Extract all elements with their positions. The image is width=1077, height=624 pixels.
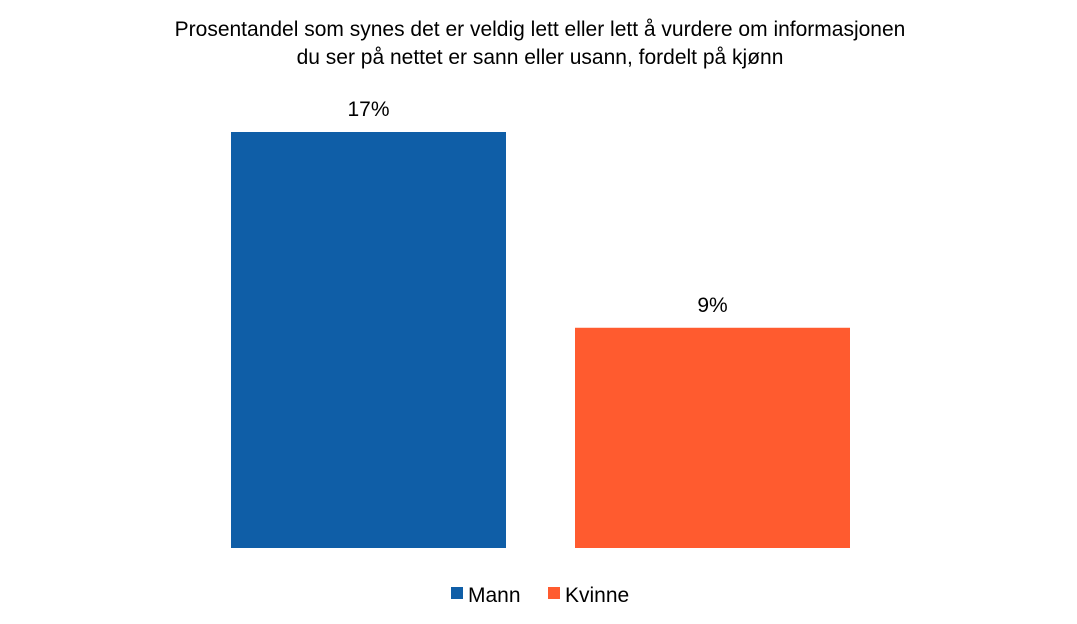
- legend-item-mann: Mann: [451, 584, 521, 607]
- legend-label-kvinne: Kvinne: [565, 584, 629, 607]
- chart-title-line-1: Prosentandel som synes det er veldig let…: [175, 18, 906, 41]
- legend: Mann Kvinne: [451, 584, 629, 607]
- chart-title-line-2: du ser på nettet er sann eller usann, fo…: [297, 46, 784, 69]
- legend-swatch-kvinne: [548, 587, 560, 599]
- legend-swatch-mann: [451, 587, 463, 599]
- bar-mann: [231, 132, 506, 548]
- plot-area: 17% 9%: [231, 98, 850, 548]
- chart-title: Prosentandel som synes det er veldig let…: [175, 18, 906, 69]
- bar-kvinne: [575, 327, 850, 548]
- legend-label-mann: Mann: [468, 584, 521, 607]
- data-label-mann: 17%: [347, 98, 389, 121]
- legend-item-kvinne: Kvinne: [548, 584, 629, 607]
- data-label-kvinne: 9%: [697, 294, 727, 317]
